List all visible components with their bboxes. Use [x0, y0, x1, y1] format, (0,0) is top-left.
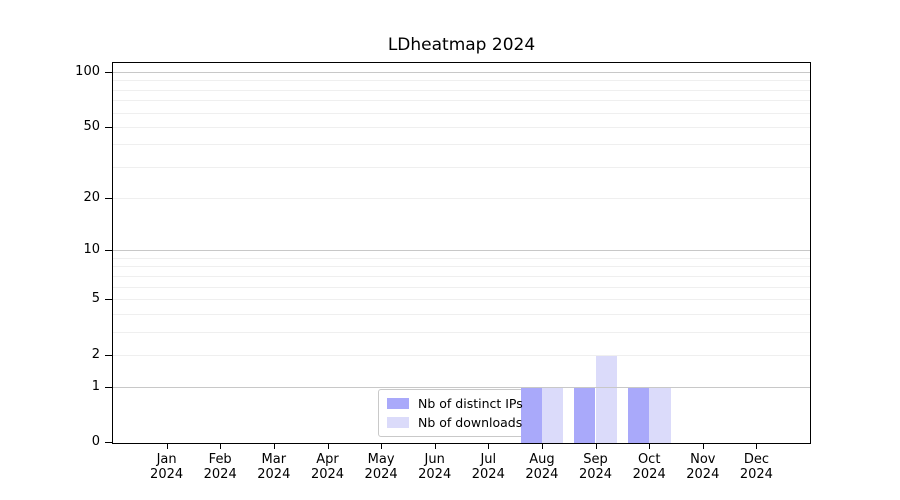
- x-tick-label-mar: Mar 2024: [244, 452, 304, 482]
- gridline-minor: [113, 80, 810, 82]
- x-tick-year: 2024: [203, 467, 237, 482]
- gridline-minor: [113, 266, 810, 268]
- y-tick-mark: [105, 354, 112, 356]
- x-tick-year: 2024: [310, 467, 345, 482]
- x-tick-month: Jul: [480, 452, 497, 467]
- x-tick-mark: [488, 443, 490, 449]
- x-tick-year: 2024: [257, 467, 291, 482]
- x-tick-year: 2024: [632, 467, 666, 482]
- x-tick-month: Sep: [583, 452, 608, 467]
- gridline-minor: [113, 354, 810, 356]
- gridline-minor: [113, 313, 810, 315]
- gridline-minor: [113, 257, 810, 259]
- gridline-minor: [113, 166, 810, 168]
- bar-nb-of-distinct-ips-aug: [520, 387, 542, 443]
- x-tick-label-may: May 2024: [351, 452, 411, 482]
- y-tick-mark: [105, 298, 112, 300]
- gridline-minor: [113, 144, 810, 146]
- y-tick-mark: [105, 198, 112, 200]
- x-tick-mark: [756, 443, 758, 449]
- bar-nb-of-distinct-ips-sep: [574, 387, 596, 443]
- plot-area: [112, 62, 811, 444]
- x-tick-year: 2024: [364, 467, 398, 482]
- y-tick-mark: [105, 387, 112, 389]
- x-tick-label-jun: Jun 2024: [405, 452, 465, 482]
- legend-frame: [378, 389, 544, 437]
- gridline-minor: [113, 126, 810, 128]
- bar-nb-of-distinct-ips-oct: [627, 387, 650, 443]
- x-tick-year: 2024: [578, 467, 613, 482]
- x-tick-month: Jun: [424, 452, 445, 467]
- x-tick-label-aug: Aug 2024: [512, 452, 572, 482]
- plot-inner: [113, 63, 810, 443]
- chart-title: LDheatmap 2024: [387, 35, 536, 55]
- gridline-minor: [113, 298, 810, 300]
- x-tick-label-jan: Jan 2024: [137, 452, 197, 482]
- x-tick-mark: [434, 443, 436, 449]
- x-tick-label-feb: Feb 2024: [190, 452, 250, 482]
- gridline-minor: [113, 331, 810, 333]
- x-tick-mark: [327, 443, 329, 449]
- bar-nb-of-downloads-sep: [595, 354, 617, 443]
- x-tick-month: May: [367, 452, 395, 467]
- y-tick-label: 50: [83, 118, 100, 134]
- gridline-minor: [113, 286, 810, 288]
- gridline-minor: [113, 275, 810, 277]
- x-tick-month: Mar: [261, 452, 287, 467]
- x-tick-month: Feb: [208, 452, 232, 467]
- x-tick-year: 2024: [418, 467, 452, 482]
- x-tick-label-sep: Sep 2024: [566, 452, 626, 482]
- x-tick-mark: [220, 443, 222, 449]
- x-tick-mark: [166, 443, 168, 449]
- x-tick-label-oct: Oct 2024: [619, 452, 679, 482]
- x-tick-month: Dec: [743, 452, 769, 467]
- x-tick-label-nov: Nov 2024: [673, 452, 733, 482]
- x-tick-mark: [702, 443, 704, 449]
- x-tick-year: 2024: [739, 467, 773, 482]
- y-tick-label: 2: [91, 346, 100, 362]
- x-tick-year: 2024: [471, 467, 505, 482]
- bar-nb-of-downloads-oct: [649, 387, 671, 443]
- x-tick-year: 2024: [150, 467, 184, 482]
- gridline-minor: [113, 112, 810, 114]
- x-tick-mark: [649, 443, 651, 449]
- x-tick-month: Oct: [637, 452, 661, 467]
- x-tick-mark: [541, 443, 543, 449]
- y-tick-mark: [105, 442, 112, 443]
- x-tick-month: Nov: [690, 452, 716, 467]
- x-tick-month: Jan: [156, 452, 177, 467]
- gridline-minor: [113, 198, 810, 200]
- x-tick-label-jul: Jul 2024: [458, 452, 518, 482]
- y-tick-label: 0: [91, 434, 100, 449]
- y-tick-mark: [105, 71, 112, 73]
- gridline-minor: [113, 100, 810, 102]
- y-tick-label: 100: [75, 63, 100, 79]
- gridline-minor: [113, 89, 810, 91]
- x-tick-month: Aug: [529, 452, 555, 467]
- y-tick-label: 20: [83, 190, 100, 206]
- y-tick-mark: [105, 250, 112, 252]
- y-tick-label: 10: [83, 242, 100, 258]
- x-tick-label-dec: Dec 2024: [726, 452, 786, 482]
- x-tick-month: Apr: [316, 452, 339, 467]
- gridline-major: [113, 250, 810, 252]
- x-tick-mark: [381, 443, 383, 449]
- y-tick-label: 1: [91, 379, 100, 395]
- x-tick-mark: [273, 443, 275, 449]
- x-tick-label-apr: Apr 2024: [298, 452, 358, 482]
- x-tick-mark: [595, 443, 597, 449]
- x-tick-year: 2024: [686, 467, 720, 482]
- y-tick-label: 5: [91, 290, 100, 306]
- y-tick-mark: [105, 126, 112, 128]
- x-tick-year: 2024: [525, 467, 559, 482]
- bar-nb-of-downloads-aug: [541, 387, 564, 443]
- gridline-major: [113, 71, 810, 73]
